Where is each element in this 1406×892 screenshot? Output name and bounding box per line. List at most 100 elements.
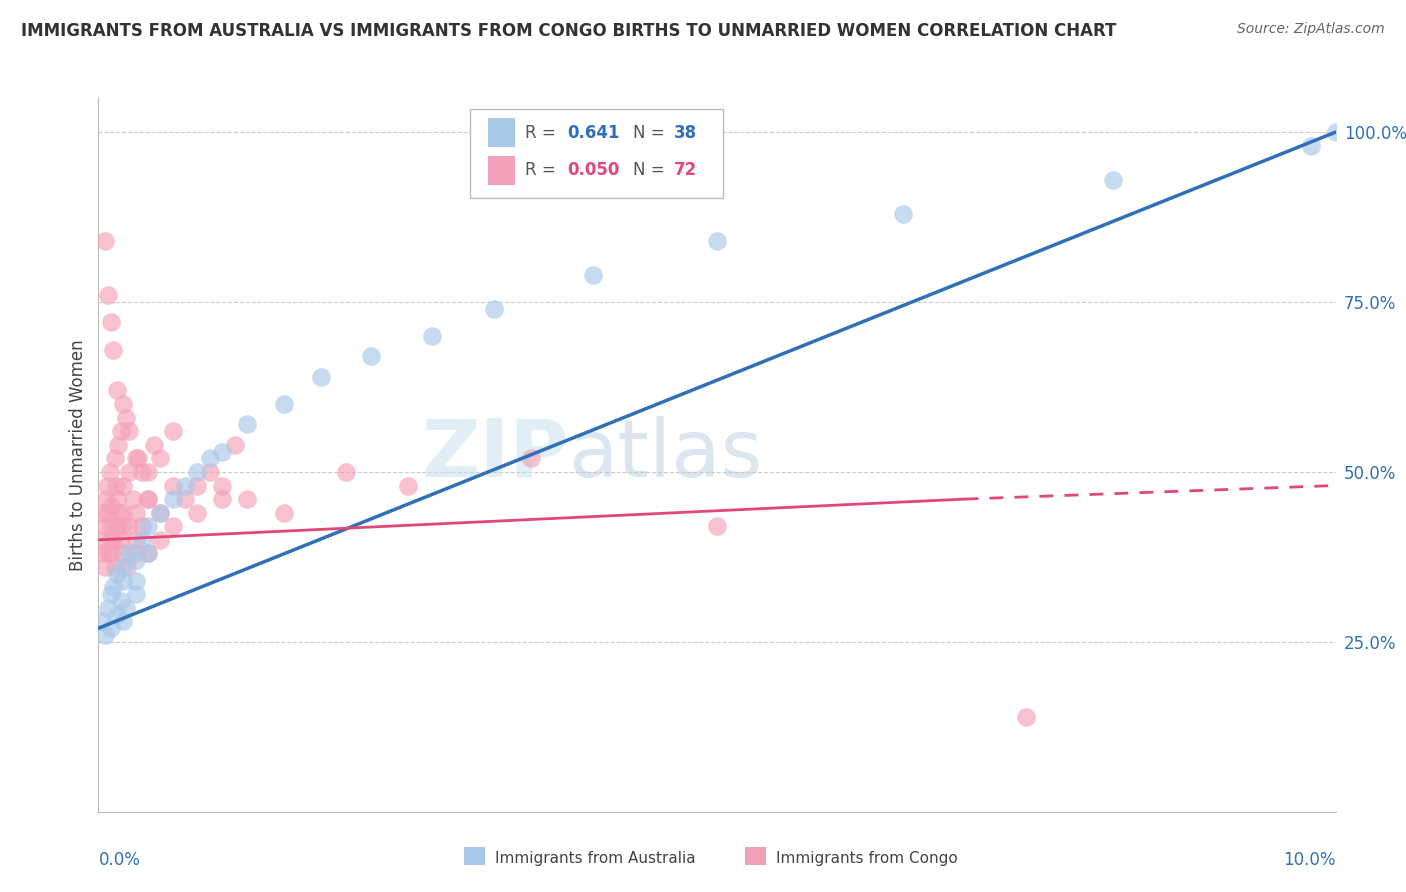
- Point: [309, 369, 332, 384]
- Point: [100, 587, 122, 601]
- Point: [110, 533, 132, 547]
- Point: [186, 465, 208, 479]
- Point: [360, 350, 382, 364]
- Point: [124, 533, 146, 547]
- Point: [91, 546, 114, 560]
- Point: [136, 546, 159, 560]
- Point: [162, 424, 184, 438]
- Point: [127, 451, 149, 466]
- Point: [422, 329, 444, 343]
- Point: [112, 397, 135, 411]
- Point: [124, 553, 146, 567]
- Text: Source: ZipAtlas.com: Source: ZipAtlas.com: [1237, 22, 1385, 37]
- Point: [94, 492, 117, 507]
- Point: [93, 560, 115, 574]
- Point: [97, 506, 120, 520]
- Point: [131, 533, 153, 547]
- Point: [520, 451, 543, 466]
- Point: [162, 478, 184, 492]
- Point: [1015, 709, 1038, 723]
- Point: [143, 438, 166, 452]
- Point: [891, 207, 914, 221]
- Point: [162, 519, 184, 533]
- Point: [97, 600, 120, 615]
- Point: [96, 478, 118, 492]
- Point: [706, 234, 728, 248]
- Point: [112, 560, 135, 574]
- Point: [131, 519, 153, 533]
- Text: R =: R =: [526, 161, 567, 179]
- Point: [124, 587, 146, 601]
- Point: [93, 234, 115, 248]
- Point: [118, 546, 141, 560]
- Point: [1102, 172, 1125, 186]
- Point: [124, 451, 146, 466]
- Y-axis label: Births to Unmarried Women: Births to Unmarried Women: [69, 339, 87, 571]
- Point: [100, 533, 122, 547]
- Text: N =: N =: [633, 161, 669, 179]
- Point: [211, 444, 233, 458]
- Point: [131, 465, 153, 479]
- Point: [107, 438, 129, 452]
- Text: Immigrants from Australia: Immigrants from Australia: [495, 851, 696, 865]
- Point: [186, 506, 208, 520]
- Point: [236, 492, 259, 507]
- Point: [98, 465, 121, 479]
- Point: [110, 424, 132, 438]
- Point: [100, 315, 122, 329]
- Point: [108, 506, 131, 520]
- Point: [91, 615, 114, 629]
- Text: N =: N =: [633, 124, 669, 142]
- Point: [273, 506, 295, 520]
- Bar: [488, 156, 516, 185]
- Point: [136, 492, 159, 507]
- Point: [211, 478, 233, 492]
- Point: [93, 506, 115, 520]
- Text: 0.641: 0.641: [568, 124, 620, 142]
- Point: [105, 384, 128, 398]
- Point: [162, 492, 184, 507]
- Point: [112, 574, 135, 588]
- Point: [118, 519, 141, 533]
- Point: [100, 546, 122, 560]
- Point: [582, 268, 605, 282]
- Point: [105, 492, 128, 507]
- Point: [124, 506, 146, 520]
- Text: atlas: atlas: [568, 416, 763, 494]
- Point: [105, 607, 128, 622]
- Point: [149, 451, 172, 466]
- Point: [706, 519, 728, 533]
- Point: [103, 343, 125, 357]
- Point: [114, 410, 136, 425]
- Point: [124, 574, 146, 588]
- Point: [335, 465, 357, 479]
- Point: [174, 478, 197, 492]
- Point: [149, 506, 172, 520]
- Point: [211, 492, 233, 507]
- Bar: [488, 119, 516, 147]
- Point: [115, 560, 138, 574]
- Text: ZIP: ZIP: [422, 416, 568, 494]
- Point: [103, 560, 125, 574]
- Point: [97, 288, 120, 302]
- Point: [149, 506, 172, 520]
- Point: [97, 546, 120, 560]
- Point: [149, 533, 172, 547]
- Point: [112, 546, 135, 560]
- Point: [122, 492, 145, 507]
- Text: Immigrants from Congo: Immigrants from Congo: [776, 851, 957, 865]
- Point: [112, 506, 135, 520]
- Point: [124, 546, 146, 560]
- Text: 0.0%: 0.0%: [98, 851, 141, 869]
- Point: [1324, 125, 1347, 139]
- Text: 10.0%: 10.0%: [1284, 851, 1336, 869]
- Point: [105, 566, 128, 581]
- Point: [136, 546, 159, 560]
- Point: [112, 615, 135, 629]
- Point: [174, 492, 197, 507]
- Point: [186, 478, 208, 492]
- Text: 38: 38: [673, 124, 697, 142]
- Point: [198, 465, 221, 479]
- Point: [100, 621, 122, 635]
- Point: [484, 301, 506, 316]
